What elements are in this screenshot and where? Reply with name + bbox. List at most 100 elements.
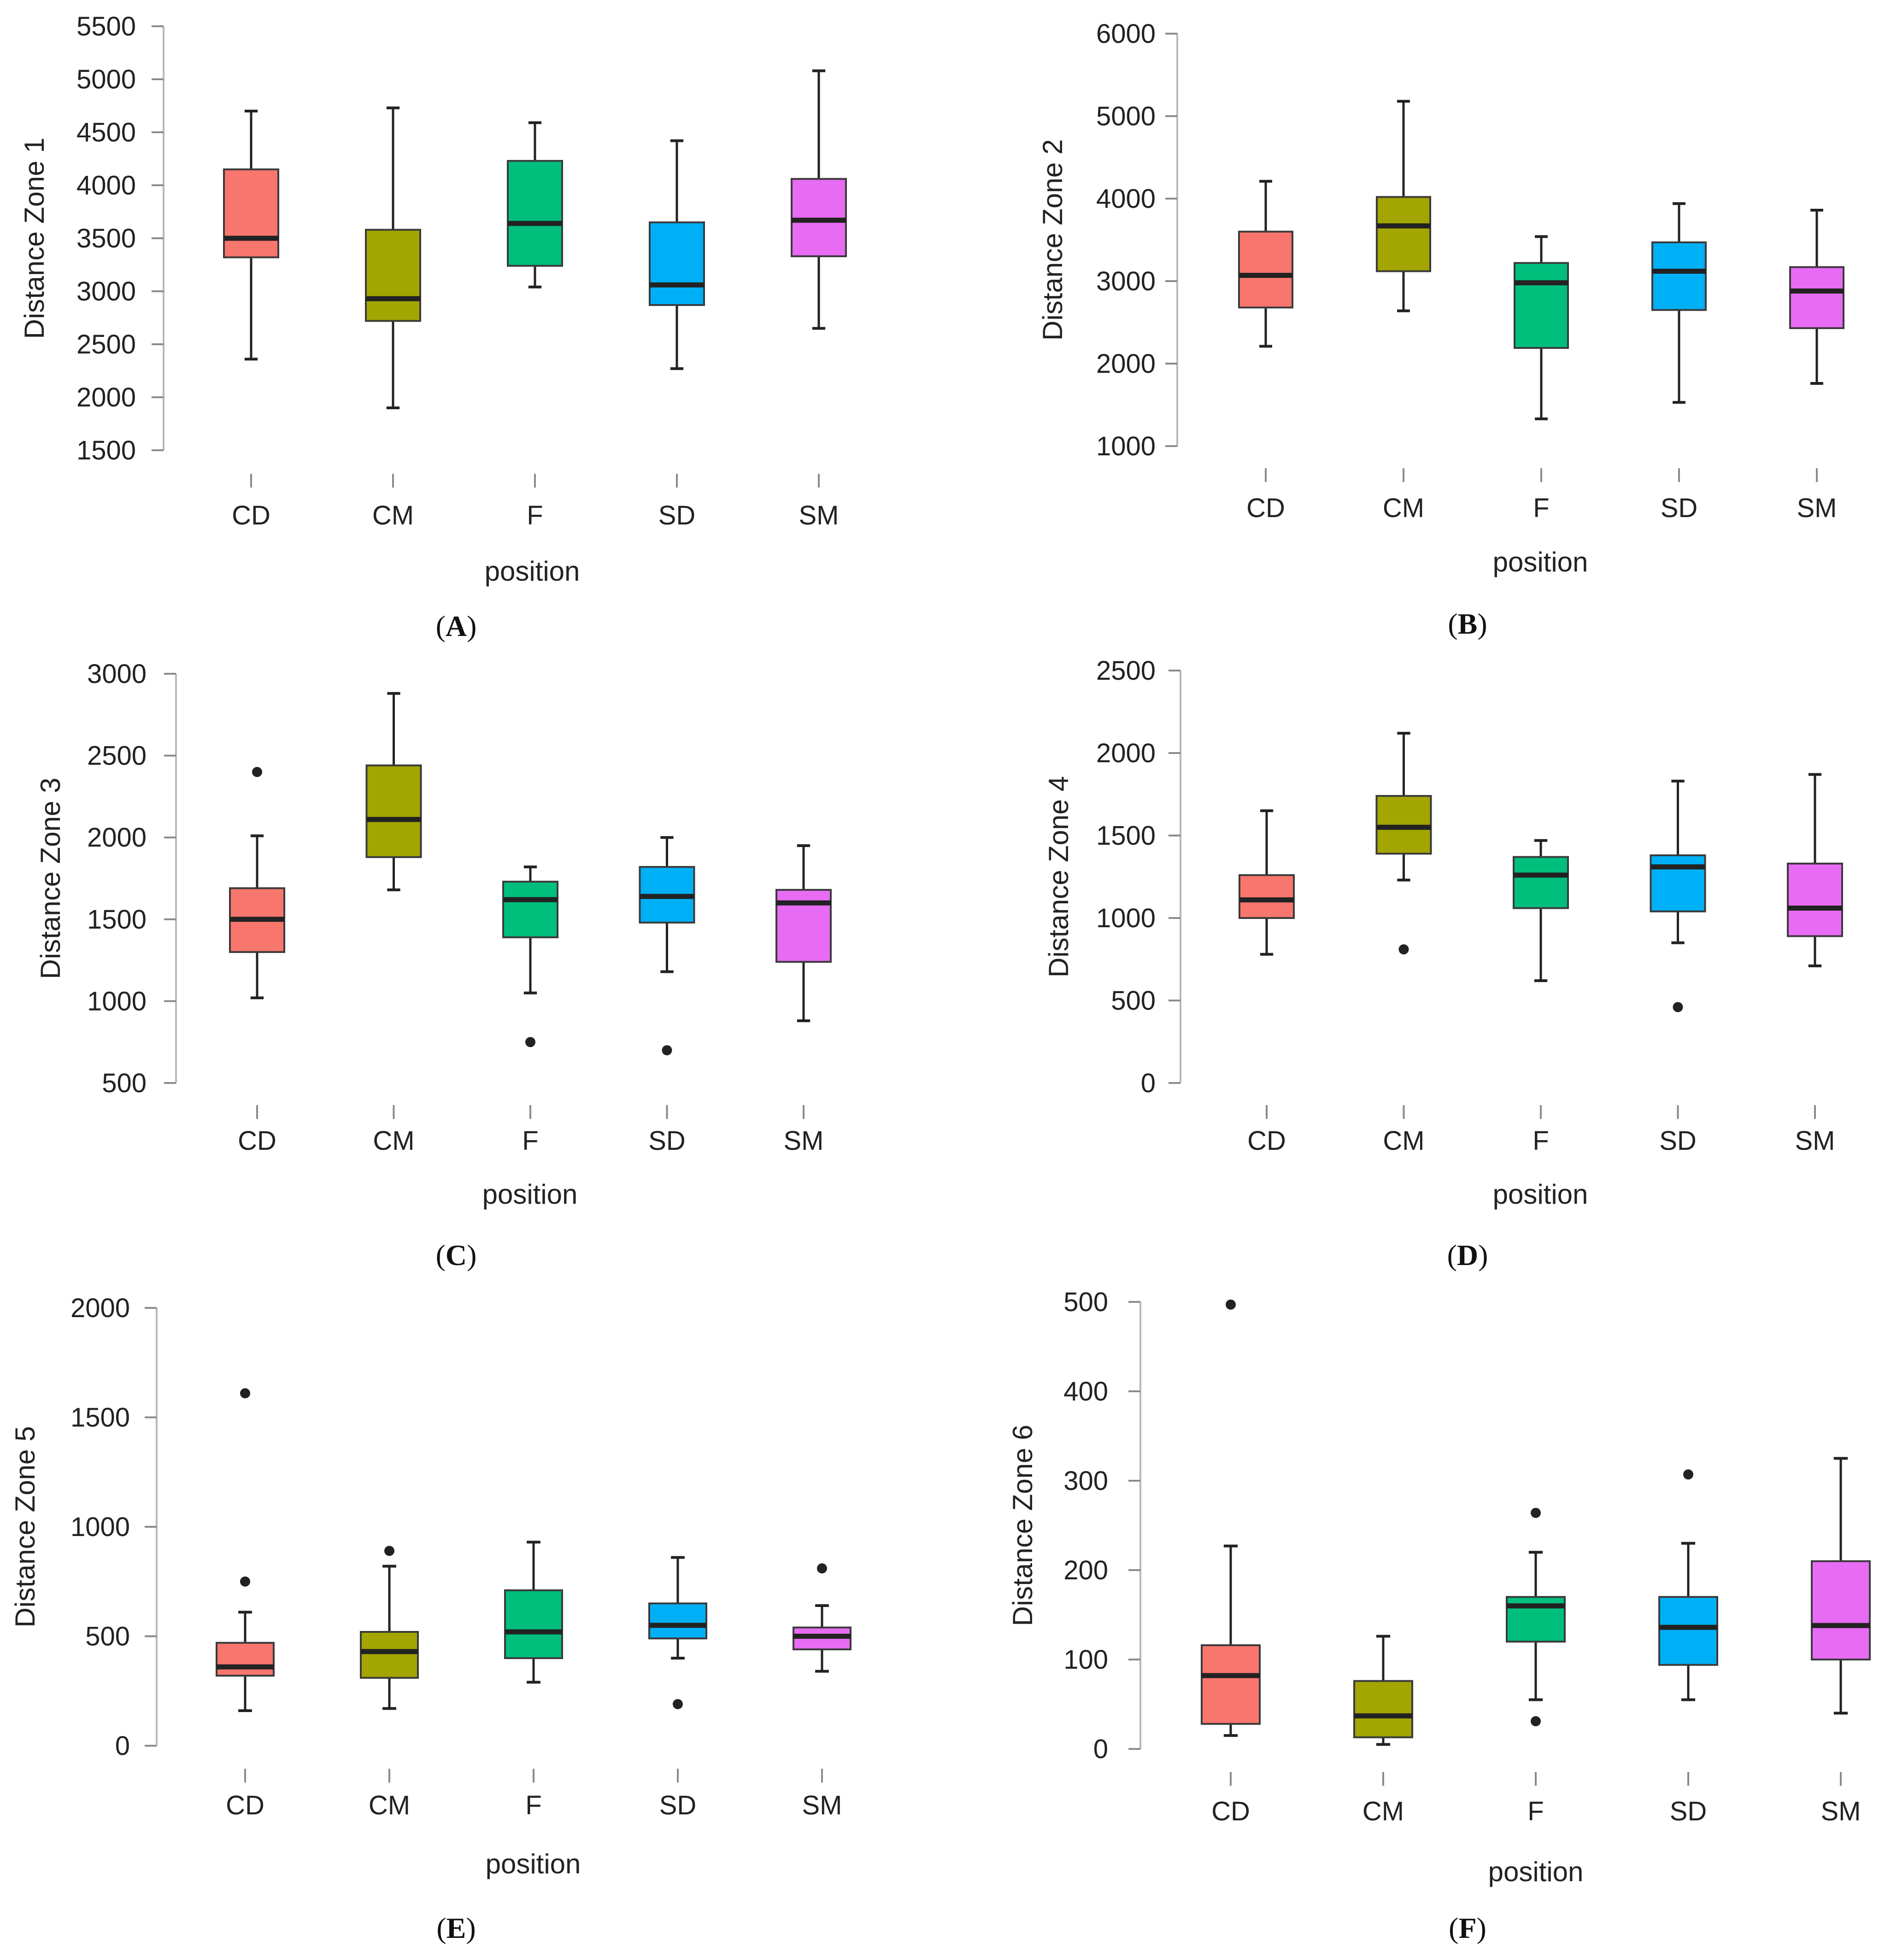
y-tick-label: 3500 xyxy=(76,224,136,253)
outlier-point xyxy=(1398,944,1409,955)
y-tick-label: 1500 xyxy=(1096,821,1156,851)
outlier-point xyxy=(240,1576,250,1587)
outlier-point xyxy=(1683,1469,1693,1480)
caption-open-paren: ( xyxy=(436,1239,446,1271)
box-sd xyxy=(639,836,695,1055)
outlier-point xyxy=(1531,1716,1541,1726)
y-tick-label: 0 xyxy=(115,1731,130,1761)
caption-letter: F xyxy=(1458,1912,1476,1944)
iqr-box xyxy=(649,221,705,306)
panel-a: 1500 2000 2500 3000 3500 4000 4500 5000 5500 Dist… xyxy=(19,12,847,642)
x-axis-title: position xyxy=(485,556,580,587)
y-tick-label: 3000 xyxy=(87,659,147,689)
box-sd xyxy=(1658,1469,1718,1701)
iqr-box xyxy=(360,1631,419,1679)
x-tick-label: CD xyxy=(1246,493,1285,523)
iqr-box xyxy=(1376,196,1431,272)
iqr-box xyxy=(791,178,847,258)
outlier-point xyxy=(662,1045,672,1055)
caption-open-paren: ( xyxy=(1447,1239,1457,1271)
y-tick-label: 500 xyxy=(1111,986,1156,1016)
caption-letter: E xyxy=(446,1912,466,1944)
caption-close-paren: ) xyxy=(466,1912,476,1944)
panel-caption: (D) xyxy=(1447,1239,1488,1271)
iqr-box xyxy=(1239,874,1295,919)
iqr-box xyxy=(216,1642,275,1677)
x-tick-label: SM xyxy=(1821,1796,1861,1826)
y-axis-title: Distance Zone 5 xyxy=(10,1426,41,1628)
x-tick-label: SD xyxy=(648,1126,686,1156)
x-axis-title: position xyxy=(486,1848,581,1879)
iqr-box xyxy=(1514,262,1569,349)
box-cm xyxy=(1376,100,1431,312)
outlier-point xyxy=(1673,1002,1683,1012)
y-tick-label: 1500 xyxy=(76,436,136,465)
y-tick-label: 300 xyxy=(1063,1466,1108,1496)
iqr-box xyxy=(1353,1680,1413,1738)
x-tick-label: SD xyxy=(1661,493,1698,523)
caption-open-paren: ( xyxy=(436,610,446,642)
y-tick-label: 2000 xyxy=(87,823,147,853)
box-sd xyxy=(649,139,705,370)
outlier-point xyxy=(252,767,262,777)
y-tick-label: 500 xyxy=(102,1068,147,1098)
box-sm xyxy=(775,844,832,1023)
y-tick-label: 2500 xyxy=(1096,656,1156,686)
x-tick-label: F xyxy=(1527,1796,1544,1826)
x-tick-label: CD xyxy=(232,500,270,530)
x-axis-title: position xyxy=(482,1179,578,1210)
caption-open-paren: ( xyxy=(1449,1912,1458,1944)
y-axis-title: Distance Zone 1 xyxy=(19,138,50,339)
x-tick-label: CD xyxy=(1211,1796,1250,1826)
y-axis-title: Distance Zone 3 xyxy=(35,778,66,979)
box-cd xyxy=(1201,1299,1261,1737)
box-cm xyxy=(1353,1635,1413,1746)
box-cd xyxy=(1239,809,1295,956)
x-axis-title: position xyxy=(1488,1856,1584,1887)
y-tick-label: 6000 xyxy=(1096,19,1156,49)
box-f xyxy=(502,865,558,1048)
y-tick-label: 4000 xyxy=(1096,184,1156,214)
x-tick-label: CM xyxy=(1383,493,1424,523)
x-tick-label: SM xyxy=(1795,1126,1835,1156)
box-cm xyxy=(365,106,421,409)
box-cm xyxy=(1375,732,1432,955)
y-tick-label: 1500 xyxy=(70,1403,130,1433)
box-f xyxy=(1513,839,1569,983)
x-tick-label: F xyxy=(1533,1126,1549,1156)
box-sm xyxy=(793,1563,851,1673)
box-cd xyxy=(1238,180,1293,348)
caption-open-paren: ( xyxy=(1448,607,1457,640)
y-tick-label: 500 xyxy=(85,1622,130,1652)
box-f xyxy=(1514,235,1569,420)
y-tick-label: 2500 xyxy=(87,741,147,771)
x-tick-label: SM xyxy=(784,1126,824,1156)
x-axis-title: position xyxy=(1493,547,1588,577)
iqr-box xyxy=(1238,230,1293,309)
caption-close-paren: ) xyxy=(1477,1912,1486,1944)
box-sm xyxy=(1811,1457,1871,1715)
iqr-box xyxy=(504,1589,563,1659)
panel-b: 1000 2000 3000 4000 5000 6000 Distance Zone 2 C… xyxy=(1037,19,1844,640)
panel-caption: (C) xyxy=(436,1239,477,1271)
x-tick-label: CM xyxy=(1362,1796,1404,1826)
outlier-point xyxy=(673,1699,683,1709)
y-tick-label: 5000 xyxy=(76,65,136,94)
box-sm xyxy=(791,69,847,330)
caption-letter: D xyxy=(1457,1239,1478,1271)
x-tick-label: SM xyxy=(802,1790,842,1820)
iqr-box xyxy=(1787,862,1843,937)
x-axis-title: position xyxy=(1493,1179,1588,1210)
box-f xyxy=(1506,1507,1566,1726)
panel-caption: (A) xyxy=(436,610,477,642)
iqr-box xyxy=(507,160,563,267)
box-cd xyxy=(223,110,279,361)
iqr-box xyxy=(1789,266,1844,330)
y-tick-label: 2000 xyxy=(1096,738,1156,768)
y-tick-label: 0 xyxy=(1141,1068,1156,1098)
box-f xyxy=(504,1541,563,1684)
x-tick-label: F xyxy=(1533,493,1549,523)
x-tick-label: SM xyxy=(1797,493,1837,523)
y-tick-label: 2000 xyxy=(1096,349,1156,379)
y-tick-label: 400 xyxy=(1063,1377,1108,1407)
